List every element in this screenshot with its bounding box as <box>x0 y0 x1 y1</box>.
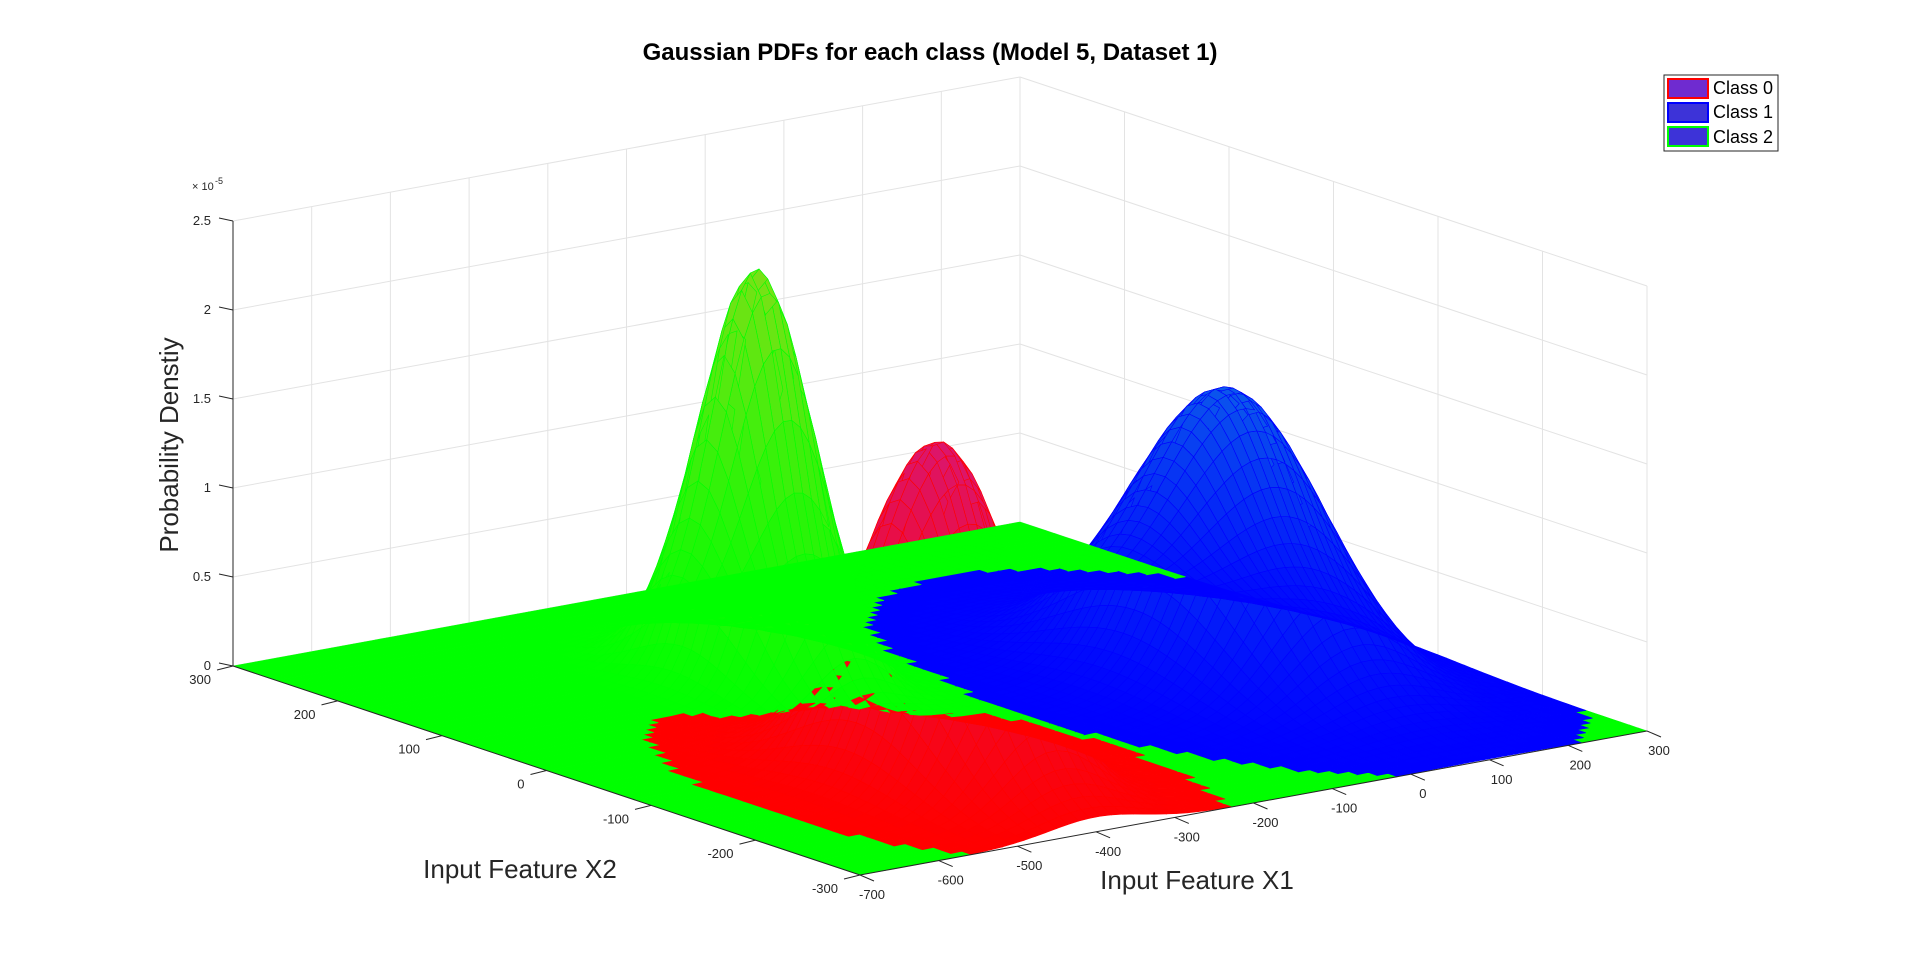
surface-layer <box>232 268 1648 876</box>
chart-title: Gaussian PDFs for each class (Model 5, D… <box>643 39 1218 66</box>
